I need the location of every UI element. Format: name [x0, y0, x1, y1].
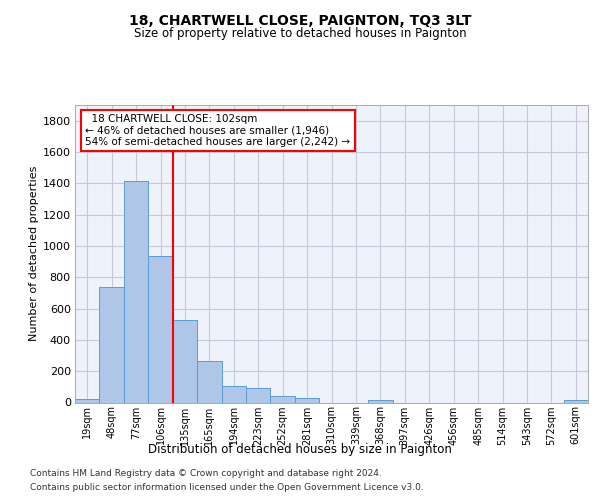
Y-axis label: Number of detached properties: Number of detached properties: [29, 166, 38, 342]
Bar: [148, 256, 173, 402]
Text: Contains HM Land Registry data © Crown copyright and database right 2024.: Contains HM Land Registry data © Crown c…: [30, 469, 382, 478]
Bar: [563, 400, 588, 402]
Bar: [173, 320, 197, 402]
Bar: [295, 398, 319, 402]
Text: Distribution of detached houses by size in Paignton: Distribution of detached houses by size …: [148, 442, 452, 456]
Bar: [100, 286, 124, 403]
Bar: [221, 386, 246, 402]
Text: 18, CHARTWELL CLOSE, PAIGNTON, TQ3 3LT: 18, CHARTWELL CLOSE, PAIGNTON, TQ3 3LT: [129, 14, 471, 28]
Bar: [271, 396, 295, 402]
Bar: [246, 388, 271, 402]
Text: Size of property relative to detached houses in Paignton: Size of property relative to detached ho…: [134, 28, 466, 40]
Bar: [368, 400, 392, 402]
Text: Contains public sector information licensed under the Open Government Licence v3: Contains public sector information licen…: [30, 482, 424, 492]
Bar: [124, 181, 148, 402]
Bar: [197, 361, 221, 403]
Bar: [75, 399, 100, 402]
Text: 18 CHARTWELL CLOSE: 102sqm  
← 46% of detached houses are smaller (1,946)
54% of: 18 CHARTWELL CLOSE: 102sqm ← 46% of deta…: [85, 114, 350, 147]
